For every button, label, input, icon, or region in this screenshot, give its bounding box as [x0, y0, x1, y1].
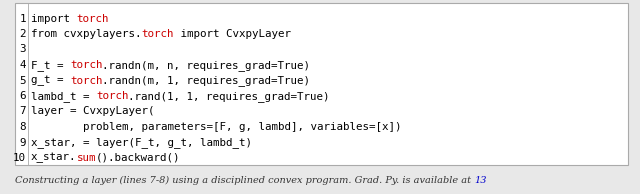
Text: F_t =: F_t =: [31, 60, 70, 71]
Text: x_star, = layer(F_t, g_t, lambd_t): x_star, = layer(F_t, g_t, lambd_t): [31, 138, 252, 148]
Text: 7: 7: [19, 107, 26, 117]
Text: torch: torch: [77, 14, 109, 23]
Text: 10: 10: [13, 153, 26, 163]
Text: import CvxpyLayer: import CvxpyLayer: [174, 29, 291, 39]
Text: sum: sum: [77, 153, 96, 163]
Text: 13: 13: [474, 176, 486, 185]
Text: 2: 2: [19, 29, 26, 39]
Bar: [15, 3, 628, 165]
Text: 1: 1: [19, 14, 26, 23]
Text: x_star.: x_star.: [31, 153, 77, 163]
Text: 9: 9: [19, 138, 26, 147]
Text: g_t =: g_t =: [31, 75, 70, 86]
Text: .randn(m, 1, requires_grad=True): .randn(m, 1, requires_grad=True): [102, 75, 310, 86]
Text: 6: 6: [19, 91, 26, 101]
Text: torch: torch: [70, 60, 102, 70]
Text: layer = CvxpyLayer(: layer = CvxpyLayer(: [31, 107, 154, 117]
Text: torch: torch: [96, 91, 129, 101]
Text: 4: 4: [19, 60, 26, 70]
Text: 8: 8: [19, 122, 26, 132]
Text: lambd_t =: lambd_t =: [31, 91, 96, 102]
Text: problem, parameters=[F, g, lambd], variables=[x]): problem, parameters=[F, g, lambd], varia…: [31, 122, 401, 132]
Text: import: import: [31, 14, 77, 23]
Text: 3: 3: [19, 44, 26, 55]
Text: .rand(1, 1, requires_grad=True): .rand(1, 1, requires_grad=True): [129, 91, 330, 102]
Text: .randn(m, n, requires_grad=True): .randn(m, n, requires_grad=True): [102, 60, 310, 71]
Text: Constructing a layer (lines 7-8) using a disciplined convex program. Grad. Py. i: Constructing a layer (lines 7-8) using a…: [15, 176, 474, 185]
Text: torch: torch: [70, 75, 102, 86]
Text: from cvxpylayers.: from cvxpylayers.: [31, 29, 141, 39]
Text: torch: torch: [141, 29, 174, 39]
Text: ().backward(): ().backward(): [96, 153, 180, 163]
Text: 5: 5: [19, 75, 26, 86]
